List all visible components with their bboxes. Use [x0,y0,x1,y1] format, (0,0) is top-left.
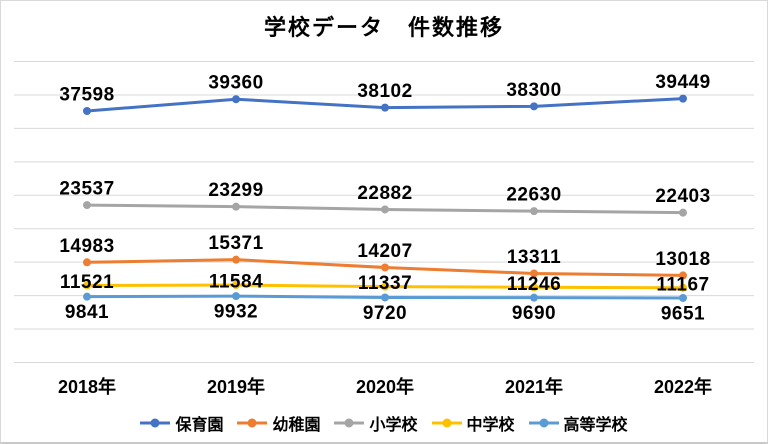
legend-item-3: 中学校 [431,411,515,435]
data-label: 38102 [357,81,412,102]
data-label: 22630 [506,185,561,206]
data-label: 11246 [507,274,561,295]
data-point [232,202,240,211]
data-label: 9690 [512,303,556,324]
data-point [679,271,687,280]
x-axis-label: 2020年 [356,376,414,397]
data-point [381,205,389,214]
legend-item-4: 高等学校 [528,411,628,435]
legend-line-marker-icon [528,418,559,428]
data-label: 15371 [208,233,263,254]
legend-label: 小学校 [369,417,418,434]
data-point [83,107,91,116]
x-axis-label: 2019年 [207,376,265,397]
data-label: 9651 [661,303,705,324]
data-label: 11521 [60,272,114,293]
chart-legend: 保育園 幼稚園 小学校 中学校 高等学校 [1,410,767,436]
data-label: 23299 [208,180,263,201]
data-point [679,293,687,302]
data-point [381,103,389,112]
data-label: 13311 [507,247,561,268]
data-point [232,95,240,104]
chart-title: 学校データ 件数推移 [263,15,504,40]
data-label: 9932 [214,302,258,323]
data-label: 14983 [59,236,114,257]
data-point [232,292,240,301]
legend-line-marker-icon [334,418,365,428]
data-label: 11584 [209,272,263,293]
data-label: 9720 [363,303,407,324]
data-point [83,292,91,301]
data-point [381,263,389,272]
data-label: 37598 [59,85,114,106]
legend-line-marker-icon [140,418,171,428]
data-point [679,283,687,292]
legend-label: 保育園 [175,417,224,434]
x-axis-label: 2022年 [654,376,712,397]
data-point [530,102,538,111]
legend-line-marker-icon [431,418,462,428]
data-point [530,293,538,302]
legend-label: 中学校 [466,417,515,434]
data-point [83,281,91,290]
legend-item-1: 幼稚園 [237,411,320,435]
legend-item-2: 小学校 [334,411,418,435]
legend-item-0: 保育園 [140,411,223,435]
legend-label: 幼稚園 [272,417,321,434]
legend-line-marker-icon [237,418,268,428]
x-axis-label: 2021年 [505,376,563,397]
data-point [679,94,687,103]
data-point [381,282,389,291]
x-axis-label: 2018年 [58,376,116,397]
data-label: 38300 [506,80,561,101]
data-point [679,208,687,217]
data-label: 22403 [655,186,710,207]
data-label: 9841 [65,302,109,323]
data-label: 11337 [358,273,412,294]
data-point [83,201,91,210]
data-label: 22882 [357,183,412,204]
data-label: 39360 [208,73,263,94]
data-point [83,258,91,267]
legend-label: 高等学校 [563,417,628,434]
data-point [530,207,538,216]
data-point [381,293,389,302]
data-point [232,255,240,264]
data-label: 39449 [655,72,710,93]
data-label: 14207 [357,241,412,262]
data-label: 23537 [59,179,114,200]
data-label: 11167 [656,274,709,295]
data-label: 13018 [655,249,710,270]
data-point [530,283,538,292]
data-point [232,281,240,290]
data-point [530,269,538,278]
